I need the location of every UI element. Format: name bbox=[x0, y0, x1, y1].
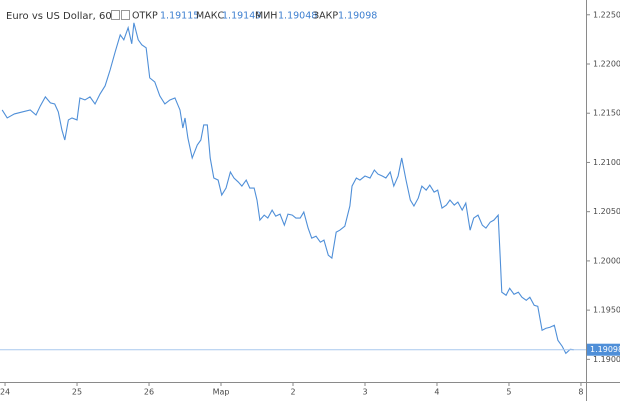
price-line bbox=[1, 22, 574, 355]
ohlc-label: ЗАКР bbox=[313, 11, 338, 22]
icon[interactable] bbox=[121, 10, 130, 20]
ohlc-value: 1.19115 bbox=[160, 11, 199, 22]
x-tick-label: 2 bbox=[290, 388, 295, 397]
y-tick-label: 1.21000 bbox=[593, 158, 620, 167]
x-tick-label: 26 bbox=[144, 388, 154, 397]
y-tick-label: 1.20500 bbox=[593, 207, 620, 216]
y-tick-label: 1.22000 bbox=[593, 59, 620, 68]
x-tick-label: Мар bbox=[213, 388, 230, 397]
y-tick-label: 1.21500 bbox=[593, 109, 620, 118]
x-tick-label: 25 bbox=[72, 388, 82, 397]
ohlc-value: 1.19048 bbox=[278, 11, 317, 22]
ohlc-label: МИН bbox=[255, 11, 277, 22]
chart-title: Euro vs US Dollar, 60 bbox=[6, 11, 112, 22]
x-tick-label: 3 bbox=[362, 388, 367, 397]
x-tick-label: 4 bbox=[434, 388, 439, 397]
y-tick-label: 1.22500 bbox=[593, 10, 620, 19]
y-tick-label: 1.20000 bbox=[593, 256, 620, 265]
y-tick-label: 1.19000 bbox=[593, 355, 620, 364]
x-tick-label: 5 bbox=[506, 388, 511, 397]
last-price-tag bbox=[587, 343, 620, 356]
x-tick-label: 8 bbox=[578, 388, 583, 397]
ohlc-label: МАКС bbox=[196, 11, 224, 22]
y-tick-label: 1.19500 bbox=[593, 306, 620, 315]
ohlc-label: ОТКР bbox=[132, 11, 158, 22]
ohlc-value: 1.19098 bbox=[338, 11, 377, 22]
ohlc-value: 1.19149 bbox=[222, 11, 261, 22]
x-tick-label: 24 bbox=[0, 388, 10, 397]
icon[interactable] bbox=[111, 10, 120, 20]
last-price-label: 1.19098 bbox=[590, 345, 620, 354]
